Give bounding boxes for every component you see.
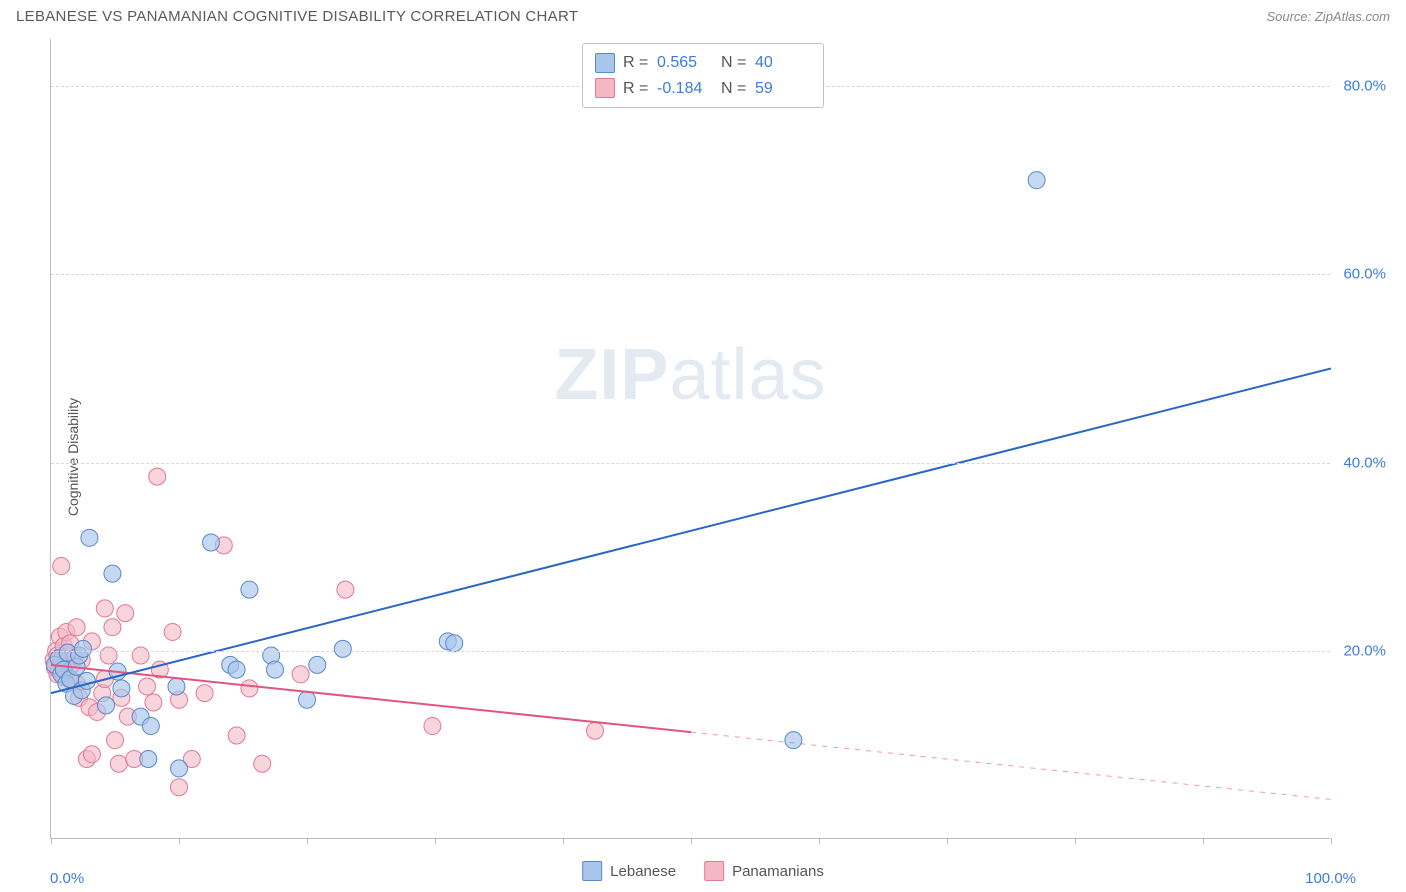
data-point-panamanians xyxy=(171,779,188,796)
data-point-panamanians xyxy=(83,746,100,763)
x-tick-min: 0.0% xyxy=(50,870,84,887)
data-point-lebanese xyxy=(104,565,121,582)
legend-swatch-panamanians xyxy=(704,861,724,881)
data-point-panamanians xyxy=(104,619,121,636)
data-point-lebanese xyxy=(75,640,92,657)
stats-R-label: R = xyxy=(623,50,649,76)
stats-N-lebanese: 40 xyxy=(755,50,811,76)
stats-R-lebanese: 0.565 xyxy=(657,50,713,76)
data-point-lebanese xyxy=(113,680,130,697)
data-point-panamanians xyxy=(149,468,166,485)
x-tick xyxy=(435,838,436,844)
legend-label-panamanians: Panamanians xyxy=(732,863,824,880)
data-point-panamanians xyxy=(254,755,271,772)
data-point-panamanians xyxy=(107,732,124,749)
data-point-lebanese xyxy=(168,678,185,695)
x-tick xyxy=(1203,838,1204,844)
legend-swatch-lebanese xyxy=(582,861,602,881)
plot-svg xyxy=(51,39,1330,838)
x-tick-max: 100.0% xyxy=(1305,870,1356,887)
data-point-panamanians xyxy=(145,694,162,711)
trend-line-dashed-panamanians xyxy=(691,732,1331,799)
grid-line xyxy=(51,463,1330,464)
source-attribution: Source: ZipAtlas.com xyxy=(1266,9,1390,24)
data-point-lebanese xyxy=(140,751,157,768)
data-point-panamanians xyxy=(96,600,113,617)
plot-area: ZIPatlas xyxy=(50,39,1330,839)
data-point-panamanians xyxy=(196,685,213,702)
x-tick xyxy=(1075,838,1076,844)
x-tick xyxy=(563,838,564,844)
chart-container: Cognitive Disability ZIPatlas R = 0.565 … xyxy=(0,29,1406,885)
x-tick xyxy=(947,838,948,844)
data-point-lebanese xyxy=(171,760,188,777)
stats-N-label: N = xyxy=(721,50,747,76)
x-tick xyxy=(691,838,692,844)
data-point-lebanese xyxy=(142,718,159,735)
trend-line-lebanese xyxy=(51,368,1331,693)
grid-line xyxy=(51,274,1330,275)
data-point-panamanians xyxy=(424,718,441,735)
data-point-lebanese xyxy=(1028,172,1045,189)
data-point-lebanese xyxy=(446,635,463,652)
stats-R-panamanians: -0.184 xyxy=(657,76,713,102)
data-point-panamanians xyxy=(132,647,149,664)
legend-label-lebanese: Lebanese xyxy=(610,863,676,880)
data-point-panamanians xyxy=(100,647,117,664)
y-tick-label: 20.0% xyxy=(1343,642,1386,659)
chart-title: LEBANESE VS PANAMANIAN COGNITIVE DISABIL… xyxy=(16,8,578,25)
data-point-lebanese xyxy=(334,640,351,657)
data-point-lebanese xyxy=(299,691,316,708)
legend-item-panamanians: Panamanians xyxy=(704,861,824,881)
data-point-panamanians xyxy=(587,722,604,739)
stats-R-label-2: R = xyxy=(623,76,649,102)
data-point-lebanese xyxy=(203,534,220,551)
stats-N-panamanians: 59 xyxy=(755,76,811,102)
header: LEBANESE VS PANAMANIAN COGNITIVE DISABIL… xyxy=(0,0,1406,29)
x-tick xyxy=(51,838,52,844)
stats-swatch-panamanians xyxy=(595,78,615,98)
data-point-panamanians xyxy=(68,619,85,636)
data-point-lebanese xyxy=(81,529,98,546)
stats-swatch-lebanese xyxy=(595,53,615,73)
x-tick xyxy=(307,838,308,844)
x-tick xyxy=(1331,838,1332,844)
legend: Lebanese Panamanians xyxy=(582,861,824,881)
data-point-lebanese xyxy=(241,581,258,598)
legend-item-lebanese: Lebanese xyxy=(582,861,676,881)
y-tick-label: 80.0% xyxy=(1343,78,1386,95)
y-tick-label: 60.0% xyxy=(1343,266,1386,283)
stats-box: R = 0.565 N = 40 R = -0.184 N = 59 xyxy=(582,43,824,108)
data-point-lebanese xyxy=(309,656,326,673)
data-point-panamanians xyxy=(139,678,156,695)
data-point-panamanians xyxy=(228,727,245,744)
x-tick xyxy=(819,838,820,844)
stats-N-label-2: N = xyxy=(721,76,747,102)
data-point-lebanese xyxy=(785,732,802,749)
stats-row-panamanians: R = -0.184 N = 59 xyxy=(595,76,811,102)
data-point-panamanians xyxy=(337,581,354,598)
data-point-panamanians xyxy=(241,680,258,697)
data-point-panamanians xyxy=(110,755,127,772)
data-point-panamanians xyxy=(164,623,181,640)
data-point-lebanese xyxy=(228,661,245,678)
y-tick-label: 40.0% xyxy=(1343,454,1386,471)
data-point-lebanese xyxy=(78,672,95,689)
data-point-panamanians xyxy=(53,558,70,575)
data-point-panamanians xyxy=(292,666,309,683)
data-point-lebanese xyxy=(98,697,115,714)
grid-line xyxy=(51,651,1330,652)
data-point-panamanians xyxy=(117,605,134,622)
data-point-lebanese xyxy=(267,661,284,678)
stats-row-lebanese: R = 0.565 N = 40 xyxy=(595,50,811,76)
x-tick xyxy=(179,838,180,844)
